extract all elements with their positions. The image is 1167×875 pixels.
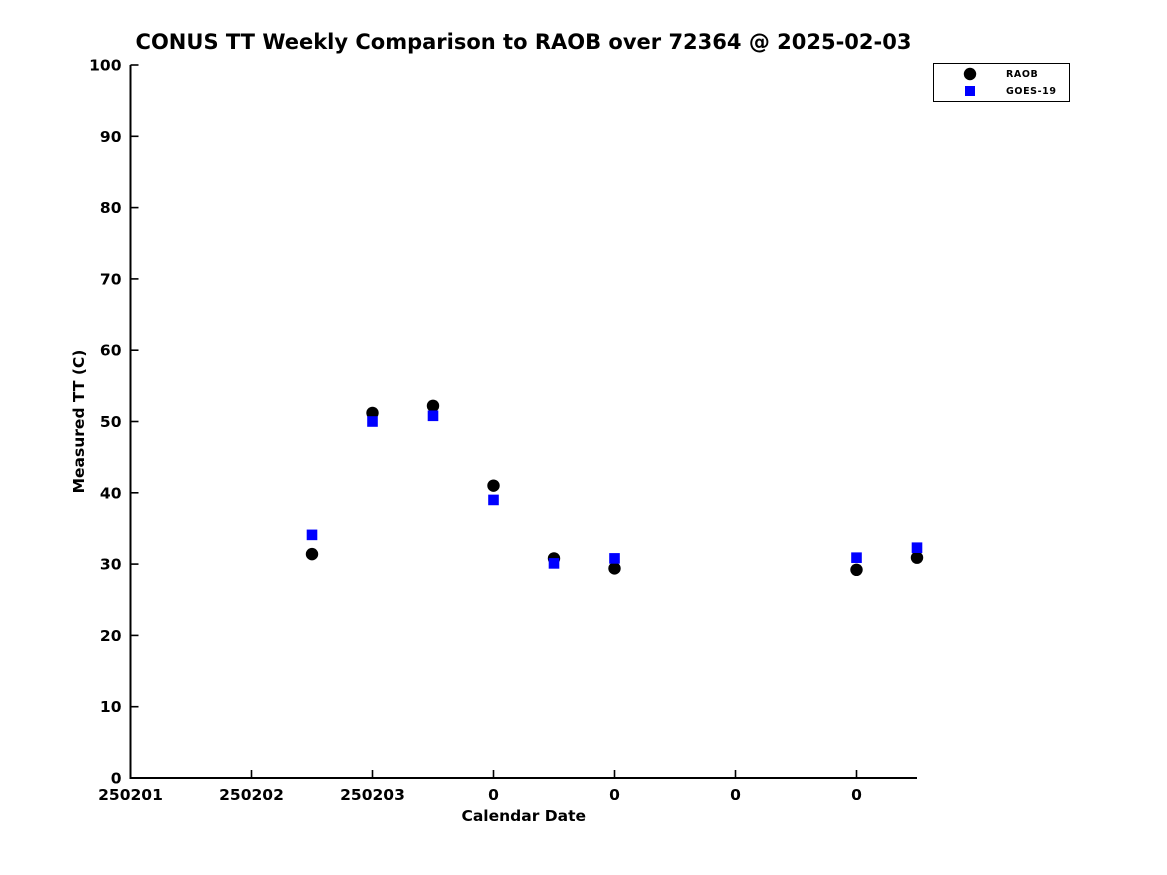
goes19-data-point — [306, 529, 318, 541]
x-tick-label: 250201 — [98, 786, 163, 804]
raob-data-point — [850, 563, 863, 577]
legend-goes19-marker-icon — [934, 84, 1006, 98]
goes19-data-point — [911, 542, 923, 554]
goes19-data-point — [609, 553, 620, 564]
y-tick-label: 10 — [100, 698, 122, 716]
x-tick-label: 0 — [488, 786, 499, 804]
y-tick-label: 30 — [100, 556, 122, 574]
x-tick-label: 0 — [730, 786, 741, 804]
raob-data-point — [910, 551, 924, 564]
y-tick-label: 100 — [89, 57, 122, 75]
legend-raob-label: RAOB — [1006, 68, 1039, 80]
legend-goes19-label: GOES-19 — [1006, 85, 1057, 97]
legend-item-goes19: GOES-19 — [934, 83, 1069, 100]
y-tick-label: 0 — [111, 770, 122, 788]
x-axis-label: Calendar Date — [461, 807, 586, 825]
y-axis-label: Measured TT (C) — [70, 350, 88, 494]
x-tick-label: 250202 — [219, 786, 284, 804]
chart-title: CONUS TT Weekly Comparison to RAOB over … — [135, 30, 912, 54]
raob-data-point — [305, 547, 319, 561]
y-tick-label: 90 — [100, 128, 122, 146]
y-tick-label: 20 — [100, 627, 122, 645]
y-tick-label: 60 — [100, 342, 122, 360]
raob-data-point — [426, 399, 440, 413]
goes19-data-point — [427, 410, 439, 422]
legend-box: RAOB GOES-19 — [933, 63, 1070, 102]
x-tick-label: 0 — [851, 786, 862, 804]
raob-data-point — [608, 562, 621, 575]
axis-spines — [129, 65, 917, 779]
y-tick-label: 40 — [100, 484, 122, 502]
goes19-data-point — [548, 558, 560, 569]
y-tick-label: 70 — [100, 270, 122, 288]
goes19-data-point — [367, 416, 378, 427]
y-tick-label: 80 — [100, 199, 122, 217]
legend-raob-marker-icon — [934, 67, 1006, 81]
x-tick-label: 250203 — [340, 786, 405, 804]
legend-item-raob: RAOB — [934, 66, 1069, 83]
raob-data-point — [366, 406, 379, 420]
goes19-data-point — [488, 494, 499, 506]
x-tick-label: 0 — [609, 786, 620, 804]
goes19-data-point — [851, 552, 862, 563]
y-tick-label: 50 — [100, 413, 122, 431]
raob-data-point — [487, 479, 500, 492]
